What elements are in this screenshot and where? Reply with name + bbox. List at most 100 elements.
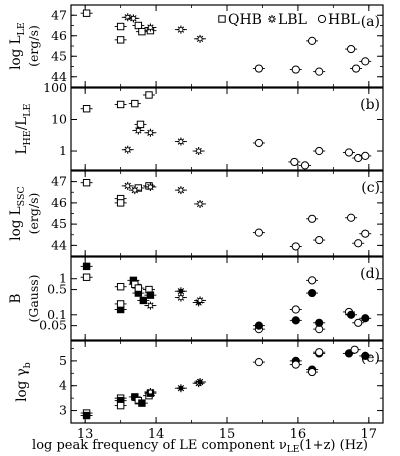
y-tick-label: 100	[43, 80, 67, 95]
legend: QHB LBL HBL	[218, 12, 360, 28]
series-hbl	[252, 213, 372, 251]
series-qhb	[80, 9, 157, 44]
data-point	[254, 138, 264, 148]
series-hbl	[252, 345, 372, 377]
data-point	[178, 288, 184, 294]
data-point	[148, 25, 153, 30]
series-lbl	[121, 13, 207, 43]
data-point	[82, 105, 91, 113]
data-point	[307, 367, 317, 377]
x-axis-label-tail: (1+z) (Hz)	[299, 438, 368, 453]
y-axis-label-sub: HE	[22, 130, 33, 145]
panel-c: 44 45 46 47 (c) log LSSC (erg/s)	[8, 170, 384, 257]
y-tick-label: 10	[51, 112, 67, 127]
y-tick-label: 47	[51, 7, 67, 22]
data-point	[178, 187, 184, 193]
data-point	[291, 305, 300, 314]
data-point	[317, 14, 327, 24]
data-point	[131, 99, 139, 108]
series-hbl	[252, 138, 372, 170]
data-point	[132, 187, 138, 193]
y-axis-label-sub: SSC	[16, 186, 27, 206]
series-hbl	[252, 276, 372, 334]
data-point	[116, 283, 125, 291]
x-axis-label-symbol: ν	[279, 438, 287, 453]
data-point	[254, 228, 264, 237]
data-point	[269, 16, 275, 22]
series-lbl	[121, 126, 205, 156]
data-point	[134, 21, 143, 30]
data-point	[148, 130, 153, 136]
x-tick-label: 16	[290, 427, 307, 442]
data-point	[116, 22, 125, 31]
panel-frame	[70, 170, 384, 257]
data-point	[361, 57, 370, 66]
y-tick-label: 44	[51, 237, 67, 252]
data-point	[197, 379, 203, 385]
data-point	[178, 27, 184, 33]
y-tick-label: 3	[59, 403, 67, 418]
data-point	[291, 360, 300, 369]
y-axis-label: LHE/LLE	[14, 103, 33, 154]
data-point	[125, 183, 131, 189]
x-axis-label-sub: LE	[287, 445, 300, 455]
data-point	[82, 262, 91, 271]
panel-label: (a)	[361, 14, 380, 30]
y-tick-label: 5	[59, 353, 67, 368]
data-point	[116, 300, 125, 308]
data-point	[178, 295, 184, 300]
y-tick-label: 0.05	[39, 318, 67, 333]
data-point	[145, 91, 153, 99]
y-tick-label: 46	[51, 28, 67, 43]
panel-d: 0.050.1 0.51 (d) B (Gauss)	[8, 256, 384, 341]
y-tick-label: 0.5	[47, 282, 67, 297]
data-point	[346, 213, 356, 222]
y-axis-label-main: log γ	[14, 368, 30, 401]
data-point	[307, 276, 317, 285]
y-tick-label: 47	[51, 174, 67, 189]
data-point	[196, 148, 202, 154]
data-point	[138, 399, 146, 407]
data-point	[354, 318, 363, 327]
y-tick-label: 44	[51, 69, 67, 84]
series-lbl	[144, 378, 207, 396]
data-point	[134, 284, 143, 292]
data-point	[315, 235, 324, 245]
y-tick-label: 4	[59, 378, 67, 393]
data-point	[116, 199, 125, 207]
panel-label: (b)	[360, 97, 380, 113]
data-point	[254, 321, 264, 330]
series-qhb	[80, 389, 157, 420]
legend-label: LBL	[278, 12, 307, 28]
data-point	[82, 9, 91, 17]
data-point	[116, 36, 125, 44]
data-point	[354, 239, 363, 248]
y-axis-label-main: B	[8, 293, 24, 303]
data-point	[346, 310, 356, 319]
x-axis-label: log peak frequency of LE component νLE(1…	[32, 438, 368, 455]
panel-frame	[70, 340, 384, 424]
y-tick-label: 0.1	[47, 307, 67, 322]
y-tick-label: 45	[51, 216, 67, 231]
series-qhb	[80, 262, 157, 314]
data-point	[291, 316, 300, 325]
y-axis-label-sub: LE	[22, 103, 33, 116]
x-tick-label: 13	[77, 427, 94, 442]
legend-label: QHB	[228, 12, 262, 28]
data-point	[361, 314, 370, 323]
y-axis-label: B	[8, 293, 24, 303]
y-axis-label: log LSSC	[8, 186, 27, 240]
data-point	[307, 36, 317, 45]
data-point	[197, 201, 203, 207]
data-point	[82, 411, 91, 420]
data-point	[315, 348, 324, 357]
data-point	[82, 273, 91, 281]
data-point	[315, 67, 324, 76]
data-point	[116, 401, 125, 410]
data-point	[148, 389, 153, 395]
x-tick-label: 14	[148, 427, 165, 442]
y-axis-label: log γb	[14, 362, 33, 402]
y-axis-unit: (erg/s)	[26, 25, 41, 67]
data-point	[130, 15, 136, 21]
